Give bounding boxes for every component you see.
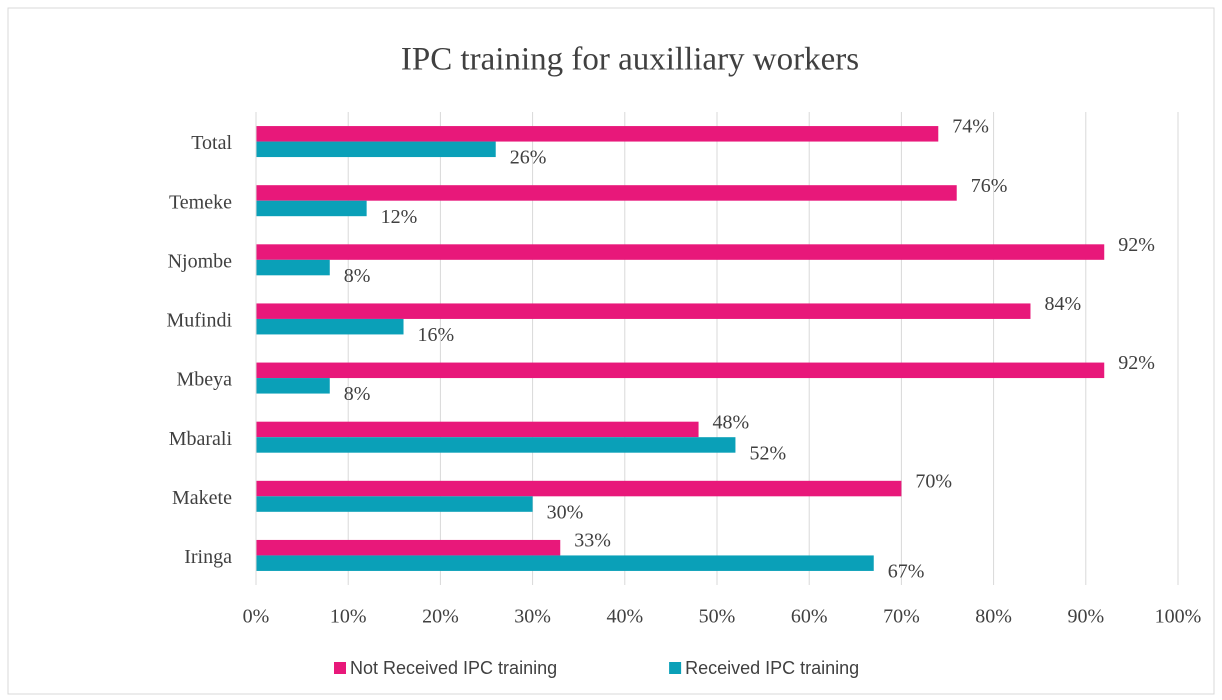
- x-tick-label: 60%: [791, 606, 828, 628]
- data-label: 67%: [888, 561, 925, 583]
- x-tick-label: 50%: [699, 606, 736, 628]
- legend-text: Received IPC training: [685, 658, 859, 678]
- data-label: 70%: [915, 470, 952, 492]
- bar: [256, 378, 330, 394]
- y-tick-label: Mbarali: [169, 428, 233, 450]
- data-label: 26%: [510, 147, 547, 169]
- y-tick-label: Njombe: [168, 250, 233, 272]
- bar: [256, 496, 533, 512]
- data-label: 74%: [952, 116, 989, 138]
- x-tick-label: 40%: [606, 606, 643, 628]
- x-tick-label: 80%: [975, 606, 1012, 628]
- y-tick-label: Mbeya: [176, 369, 232, 391]
- chart-border: [7, 7, 1215, 695]
- legend-swatch: [334, 662, 346, 674]
- data-label: 76%: [971, 175, 1008, 197]
- y-tick-label: Makete: [172, 487, 232, 509]
- bar: [256, 259, 330, 276]
- x-tick-label: 10%: [330, 606, 367, 628]
- data-label: 12%: [381, 206, 418, 228]
- x-tick-label: 70%: [883, 606, 920, 628]
- data-label: 16%: [418, 324, 455, 346]
- bar: [256, 437, 736, 453]
- x-tick-label: 30%: [514, 606, 551, 628]
- legend-text: Not Received IPC training: [350, 658, 557, 678]
- bar: [256, 200, 367, 217]
- data-label: 30%: [547, 501, 584, 523]
- bar: [256, 539, 561, 556]
- data-label: 33%: [574, 530, 611, 552]
- bar: [256, 126, 939, 142]
- bar: [256, 362, 1105, 379]
- data-label: 8%: [344, 265, 371, 287]
- legend-swatch: [669, 662, 682, 674]
- y-tick-label: Temeke: [169, 191, 232, 213]
- data-label: 92%: [1118, 352, 1155, 374]
- bar: [256, 318, 404, 335]
- bar: [256, 244, 1105, 260]
- bar: [256, 555, 874, 571]
- y-tick-label: Mufindi: [166, 310, 232, 332]
- bar: [256, 480, 902, 497]
- bar: [256, 421, 699, 438]
- data-label: 52%: [749, 442, 786, 464]
- x-tick-label: 90%: [1067, 606, 1104, 628]
- bar: [256, 185, 957, 201]
- data-label: 84%: [1044, 293, 1081, 315]
- data-label: 8%: [344, 383, 371, 405]
- y-tick-label: Total: [191, 132, 232, 154]
- data-label: 92%: [1118, 234, 1155, 256]
- y-tick-label: Iringa: [184, 546, 232, 568]
- bar: [256, 303, 1031, 319]
- data-label: 48%: [713, 411, 750, 433]
- x-tick-label: 0%: [243, 606, 270, 628]
- x-tick-label: 20%: [422, 606, 459, 628]
- x-tick-label: 100%: [1155, 606, 1202, 628]
- chart-title: IPC training for auxilliary workers: [401, 42, 859, 78]
- bar: [256, 141, 496, 158]
